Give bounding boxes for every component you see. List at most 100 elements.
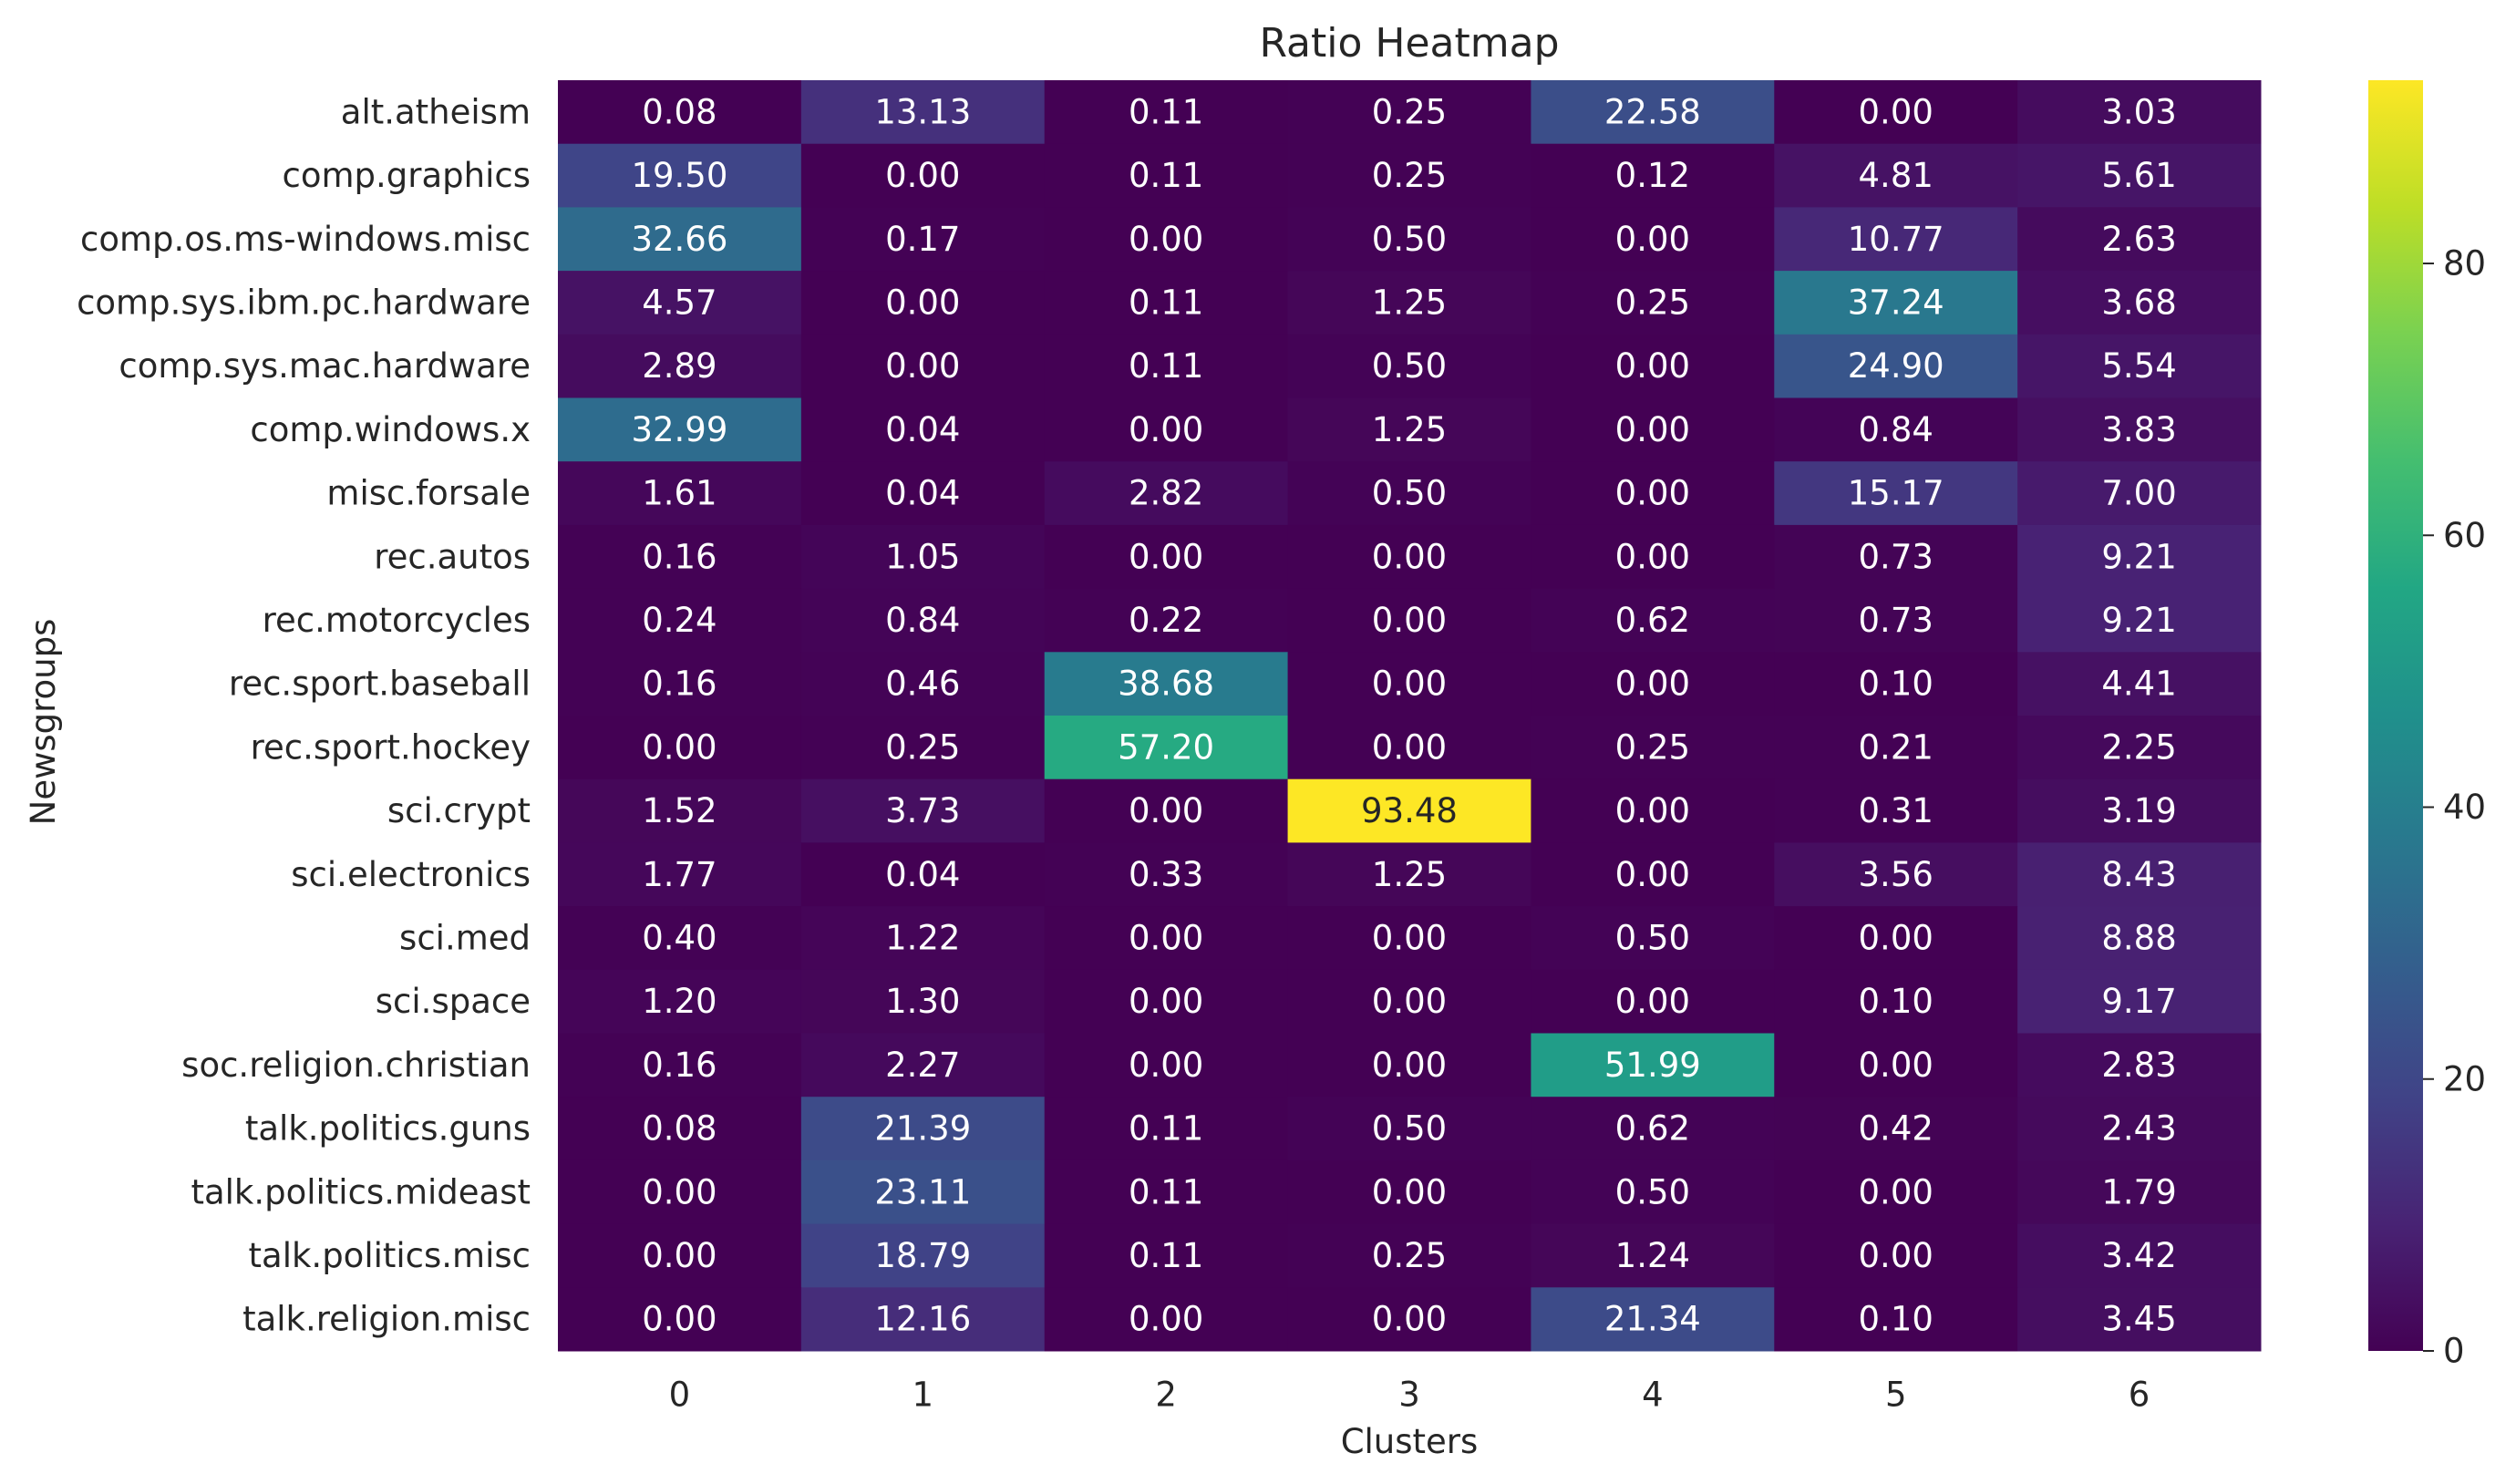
cell-value-label: 0.40 <box>642 918 717 957</box>
heatmap-cell <box>558 207 802 272</box>
cell-value-label: 15.17 <box>1848 474 1944 513</box>
colorbar-tick-label: 0 <box>2443 1332 2465 1371</box>
cell-value-label: 0.10 <box>1859 982 1933 1021</box>
cell-value-label: 0.04 <box>885 855 960 894</box>
heatmap-cell <box>1774 334 2018 398</box>
heatmap-cell <box>1774 1097 2018 1161</box>
cell-value-label: 0.08 <box>642 92 717 131</box>
row-tick-label: comp.graphics <box>283 156 531 195</box>
heatmap-cell <box>2017 716 2262 780</box>
heatmap-cell <box>800 80 1046 145</box>
heatmap-cell <box>1774 80 2018 145</box>
cell-value-label: 0.25 <box>1615 727 1690 767</box>
cell-value-label: 0.00 <box>1372 665 1447 704</box>
cell-value-label: 1.24 <box>1615 1236 1690 1275</box>
cell-value-label: 0.50 <box>1615 1172 1690 1211</box>
cell-value-label: 9.17 <box>2101 982 2176 1021</box>
column-tick-label: 6 <box>2129 1376 2150 1415</box>
cell-value-label: 2.89 <box>642 346 717 386</box>
heatmap-cell <box>558 334 802 398</box>
cell-value-label: 5.54 <box>2101 346 2176 386</box>
heatmap-cell <box>1531 397 1775 462</box>
cell-value-label: 0.16 <box>642 1046 717 1085</box>
heatmap-cell <box>1531 143 1775 208</box>
heatmap-cell <box>1774 207 2018 272</box>
heatmap-cell <box>558 271 802 335</box>
heatmap-cell <box>1531 906 1775 971</box>
cell-value-label: 0.50 <box>1372 1109 1447 1149</box>
cell-value-label: 0.00 <box>1372 918 1447 957</box>
cell-value-label: 7.00 <box>2101 474 2176 513</box>
heatmap-cell <box>800 652 1046 716</box>
heatmap-cell <box>800 1223 1046 1288</box>
heatmap-cell <box>2017 397 2262 462</box>
heatmap-cell <box>2017 271 2262 335</box>
heatmap-cell <box>1531 524 1775 590</box>
cell-value-label: 0.04 <box>885 474 960 513</box>
heatmap-cell <box>1774 842 2018 907</box>
column-tick-label: 5 <box>1885 1376 1907 1415</box>
cell-value-label: 0.00 <box>1129 1300 1203 1339</box>
heatmap-cell <box>558 652 802 716</box>
heatmap-cell <box>558 842 802 907</box>
heatmap-cell <box>2017 842 2262 907</box>
cell-value-label: 0.16 <box>642 537 717 576</box>
cell-value-label: 3.03 <box>2101 92 2176 131</box>
cell-value-label: 0.00 <box>642 1236 717 1275</box>
cell-value-label: 0.73 <box>1859 537 1933 576</box>
heatmap-cell <box>558 778 802 843</box>
heatmap-cell <box>1287 652 1531 716</box>
cell-value-label: 0.10 <box>1859 665 1933 704</box>
heatmap-cell <box>1774 1033 2018 1098</box>
cell-value-label: 3.68 <box>2101 283 2176 322</box>
cell-value-label: 57.20 <box>1118 727 1214 767</box>
cell-value-label: 3.19 <box>2101 791 2176 830</box>
row-tick-label: talk.politics.guns <box>245 1109 531 1149</box>
row-tick-labels: alt.atheism comp.graphics comp.os.ms-windo… <box>77 92 531 1338</box>
cell-value-label: 0.00 <box>1129 982 1203 1021</box>
cell-value-label: 0.25 <box>1372 156 1447 195</box>
cell-value-label: 0.25 <box>1372 92 1447 131</box>
heatmap-cell <box>1774 652 2018 716</box>
heatmap-cell <box>2017 969 2262 1034</box>
cell-value-label: 23.11 <box>874 1172 971 1211</box>
heatmap-cell <box>1044 1097 1289 1161</box>
cell-value-label: 0.00 <box>1615 791 1690 830</box>
heatmap-cell <box>2017 207 2262 272</box>
cell-value-label: 0.00 <box>1372 537 1447 576</box>
heatmap-cell <box>800 842 1046 907</box>
heatmap-cell <box>1044 397 1289 462</box>
heatmap-cell <box>1287 906 1531 971</box>
cell-value-label: 0.00 <box>642 1300 717 1339</box>
row-tick-label: talk.religion.misc <box>242 1300 531 1339</box>
cell-value-label: 1.52 <box>642 791 717 830</box>
heatmap-cell <box>558 143 802 208</box>
cell-value-label: 0.00 <box>1615 474 1690 513</box>
heatmap-cell <box>1531 1097 1775 1161</box>
cell-value-label: 5.61 <box>2101 156 2176 195</box>
cell-value-label: 0.00 <box>1859 1172 1933 1211</box>
cell-value-label: 9.21 <box>2101 537 2176 576</box>
heatmap-cells: 0.08 13.13 0.11 0.25 22.58 0.00 3.03 19.50 0.00 0… <box>558 80 2262 1352</box>
cell-value-label: 0.00 <box>1615 982 1690 1021</box>
row-tick-label: sci.space <box>376 982 531 1021</box>
heatmap-cell <box>800 588 1046 653</box>
column-tick-labels: 0 1 2 3 4 5 6 <box>669 1376 2150 1415</box>
cell-value-label: 0.00 <box>642 727 717 767</box>
heatmap-cell <box>558 1287 802 1352</box>
cell-value-label: 2.43 <box>2101 1109 2176 1149</box>
heatmap-cell <box>2017 143 2262 208</box>
heatmap-cell <box>1044 524 1289 590</box>
heatmap-cell <box>800 778 1046 843</box>
heatmap-cell <box>2017 524 2262 590</box>
cell-value-label: 0.11 <box>1129 346 1203 386</box>
cell-value-label: 0.00 <box>1372 727 1447 767</box>
cell-value-label: 21.39 <box>874 1109 971 1149</box>
heatmap-cell <box>1774 906 2018 971</box>
cell-value-label: 3.56 <box>1859 855 1933 894</box>
heatmap-cell <box>1774 588 2018 653</box>
cell-value-label: 3.83 <box>2101 410 2176 449</box>
cell-value-label: 1.30 <box>885 982 960 1021</box>
heatmap-cell <box>558 1033 802 1098</box>
cell-value-label: 2.82 <box>1129 474 1203 513</box>
